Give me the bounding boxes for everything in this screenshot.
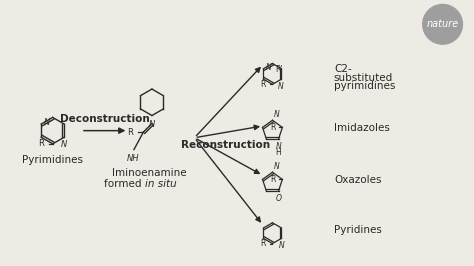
Text: N: N [276, 142, 282, 151]
Text: Reconstruction: Reconstruction [181, 140, 270, 150]
Text: N: N [279, 241, 284, 250]
Text: Pyridines: Pyridines [334, 225, 382, 235]
Text: Oxazoles: Oxazoles [334, 175, 382, 185]
Text: formed: formed [104, 179, 145, 189]
Text: R: R [38, 139, 44, 148]
Text: in situ: in situ [145, 179, 177, 189]
Text: N: N [149, 120, 155, 129]
Text: N: N [274, 110, 280, 119]
Text: C2-: C2- [334, 64, 352, 74]
Text: nature: nature [427, 19, 459, 29]
Text: pyrimidines: pyrimidines [334, 81, 395, 92]
Text: NH: NH [126, 154, 139, 163]
Text: N: N [61, 140, 67, 149]
Text: R: R [260, 80, 266, 89]
Text: R: R [127, 128, 133, 136]
Text: R: R [270, 175, 276, 184]
Text: N: N [274, 162, 280, 171]
Text: R: R [260, 239, 266, 248]
Text: R': R' [275, 65, 283, 74]
Text: Deconstruction: Deconstruction [60, 114, 149, 123]
Text: N: N [44, 118, 50, 127]
Text: O: O [275, 194, 282, 203]
Text: Pyrimidines: Pyrimidines [22, 155, 83, 165]
Text: Imidazoles: Imidazoles [334, 123, 390, 133]
Text: H: H [276, 148, 282, 157]
Text: N: N [265, 63, 271, 72]
Text: Iminoenamine: Iminoenamine [112, 168, 187, 178]
Text: N: N [278, 82, 283, 91]
Circle shape [423, 5, 463, 44]
Text: R: R [270, 123, 276, 132]
Text: substituted: substituted [334, 73, 393, 83]
